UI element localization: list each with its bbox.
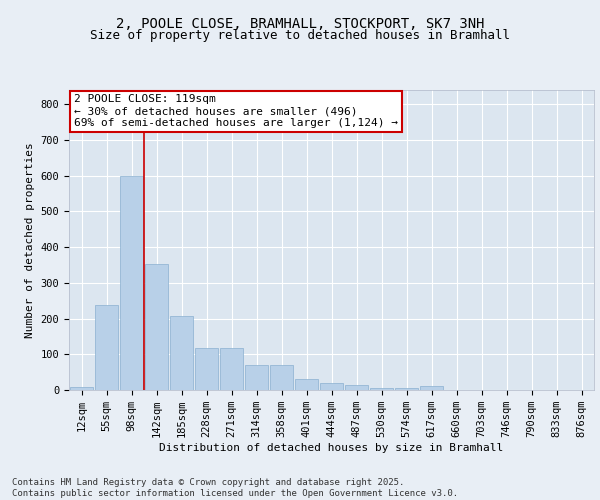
Text: 2, POOLE CLOSE, BRAMHALL, STOCKPORT, SK7 3NH: 2, POOLE CLOSE, BRAMHALL, STOCKPORT, SK7… (116, 18, 484, 32)
Bar (220, 348, 243, 390)
Bar (120, 176, 143, 390)
Bar (395, 388, 418, 390)
X-axis label: Distribution of detached houses by size in Bramhall: Distribution of detached houses by size … (160, 443, 503, 453)
Bar (95, 305, 118, 390)
Bar (295, 380, 318, 390)
Text: 2 POOLE CLOSE: 119sqm
← 30% of detached houses are smaller (496)
69% of semi-det: 2 POOLE CLOSE: 119sqm ← 30% of detached … (74, 94, 398, 128)
Bar (370, 388, 393, 390)
Bar (420, 386, 443, 390)
Y-axis label: Number of detached properties: Number of detached properties (25, 142, 35, 338)
Bar (195, 348, 218, 390)
Text: Size of property relative to detached houses in Bramhall: Size of property relative to detached ho… (90, 29, 510, 42)
Bar (145, 264, 168, 390)
Bar (70, 387, 93, 390)
Bar (345, 384, 368, 390)
Text: Contains HM Land Registry data © Crown copyright and database right 2025.
Contai: Contains HM Land Registry data © Crown c… (12, 478, 458, 498)
Bar (170, 316, 193, 390)
Bar (320, 383, 343, 390)
Bar (270, 365, 293, 390)
Bar (245, 365, 268, 390)
